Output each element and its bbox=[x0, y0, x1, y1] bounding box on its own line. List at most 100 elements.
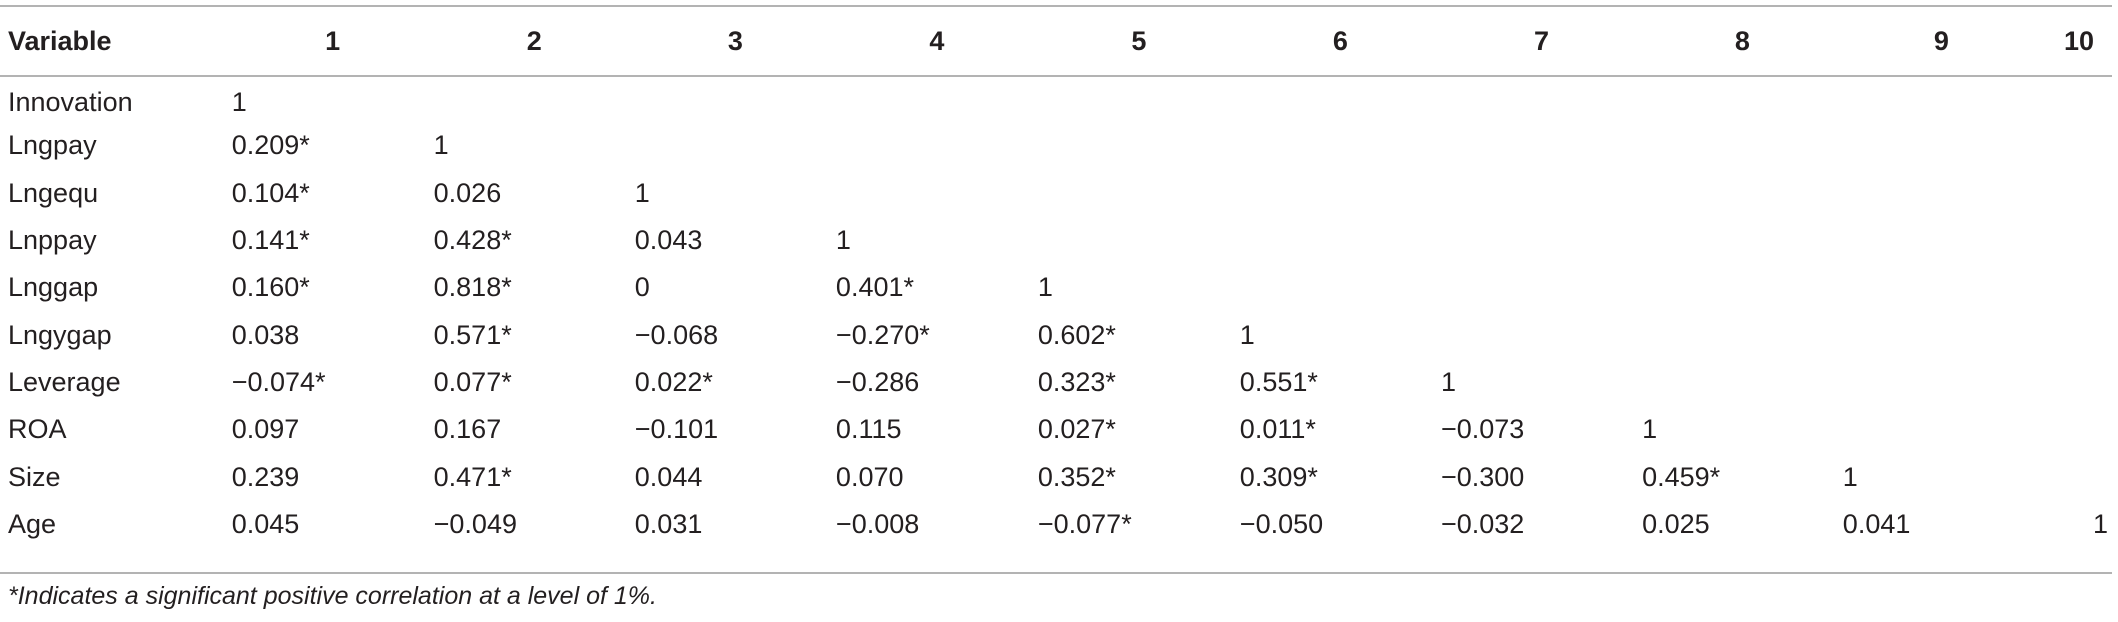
value-cell bbox=[836, 75, 1038, 122]
value-cell: 0.041 bbox=[1842, 508, 1911, 539]
value-cell: 0.022* bbox=[634, 366, 713, 397]
value-cell: −0.077* bbox=[1037, 508, 1132, 539]
value-cell: 0.043 bbox=[634, 225, 703, 256]
value-cell: 0.323* bbox=[1037, 366, 1116, 397]
value-cell: 1 bbox=[1037, 272, 1053, 303]
value-cell bbox=[1441, 75, 1642, 122]
table-row: Lnppay 0.141* 0.428* 0.043 1 bbox=[0, 217, 2118, 264]
value-cell bbox=[836, 170, 1038, 217]
value-cell bbox=[635, 122, 836, 169]
value-cell bbox=[1843, 359, 2040, 406]
value-cell bbox=[1843, 122, 2040, 169]
value-cell: 0.044 bbox=[634, 461, 703, 492]
table-row: ROA 0.097 0.167 −0.101 0.115 0.027* 0.01… bbox=[0, 406, 2118, 453]
variable-cell: ROA bbox=[8, 414, 67, 445]
table-row: Age 0.045 −0.049 0.031 −0.008 −0.077* −0… bbox=[0, 501, 2118, 548]
value-cell: 0.077* bbox=[433, 366, 512, 397]
value-cell: 0.571* bbox=[433, 319, 512, 350]
value-cell bbox=[1843, 311, 2040, 358]
variable-cell: Lnppay bbox=[8, 225, 97, 256]
value-cell: 0.160* bbox=[231, 272, 310, 303]
value-cell: 1 bbox=[1440, 366, 1456, 397]
value-cell bbox=[1441, 311, 1642, 358]
value-cell bbox=[836, 122, 1038, 169]
value-cell: 0.045 bbox=[231, 508, 300, 539]
value-cell: 0.038 bbox=[231, 319, 300, 350]
value-cell bbox=[1843, 170, 2040, 217]
value-cell bbox=[1038, 75, 1240, 122]
value-cell bbox=[1441, 170, 1642, 217]
value-cell: −0.049 bbox=[433, 508, 517, 539]
value-cell: −0.074* bbox=[231, 366, 326, 397]
value-cell bbox=[1642, 75, 1843, 122]
header-cell: 5 bbox=[1131, 25, 1147, 56]
correlation-table: Variable 1 2 3 4 5 6 7 8 9 10 Innovation… bbox=[0, 7, 2118, 548]
variable-cell: Lngequ bbox=[8, 177, 99, 208]
value-cell bbox=[1642, 311, 1843, 358]
table-header-row: Variable 1 2 3 4 5 6 7 8 9 10 bbox=[0, 7, 2118, 75]
value-cell bbox=[1843, 406, 2040, 453]
value-cell: 1 bbox=[2092, 508, 2108, 539]
value-cell bbox=[1441, 217, 1642, 264]
variable-cell: Size bbox=[8, 461, 61, 492]
value-cell: 0.097 bbox=[231, 414, 300, 445]
header-cell: 4 bbox=[929, 25, 945, 56]
value-cell bbox=[1642, 264, 1843, 311]
value-cell bbox=[2040, 406, 2118, 453]
value-cell bbox=[1240, 170, 1441, 217]
value-cell bbox=[1642, 170, 1843, 217]
table-row: Size 0.239 0.471* 0.044 0.070 0.352* 0.3… bbox=[0, 453, 2118, 500]
variable-cell: Innovation bbox=[8, 87, 133, 118]
value-cell bbox=[1240, 122, 1441, 169]
value-cell bbox=[2040, 217, 2118, 264]
table-top-rule bbox=[0, 5, 2112, 7]
value-cell: −0.286 bbox=[835, 366, 920, 397]
table-header-rule bbox=[0, 75, 2112, 77]
value-cell bbox=[1240, 75, 1441, 122]
value-cell: 0.309* bbox=[1239, 461, 1318, 492]
value-cell bbox=[2040, 359, 2118, 406]
value-cell bbox=[1642, 122, 1843, 169]
value-cell: 0.070 bbox=[835, 461, 904, 492]
value-cell: 0.428* bbox=[433, 225, 512, 256]
value-cell: −0.050 bbox=[1239, 508, 1324, 539]
header-cell: 9 bbox=[1933, 25, 1949, 56]
value-cell: 0.471* bbox=[433, 461, 512, 492]
value-cell: 0.239 bbox=[231, 461, 300, 492]
header-cell: 6 bbox=[1332, 25, 1348, 56]
value-cell bbox=[635, 75, 836, 122]
value-cell bbox=[1441, 264, 1642, 311]
value-cell bbox=[2040, 311, 2118, 358]
value-cell: 0.031 bbox=[634, 508, 703, 539]
table-row: Innovation 1 bbox=[0, 75, 2118, 122]
value-cell: 0.459* bbox=[1642, 461, 1721, 492]
header-cell: 7 bbox=[1533, 25, 1550, 56]
value-cell: 1 bbox=[634, 177, 650, 208]
value-cell bbox=[434, 75, 635, 122]
value-cell bbox=[2040, 453, 2118, 500]
value-cell: −0.300 bbox=[1440, 461, 1525, 492]
value-cell: 1 bbox=[231, 87, 247, 118]
table-row: Leverage −0.074* 0.077* 0.022* −0.286 0.… bbox=[0, 359, 2118, 406]
value-cell: −0.270* bbox=[835, 319, 930, 350]
variable-cell: Lngpay bbox=[8, 130, 97, 161]
value-cell: 0.027* bbox=[1037, 414, 1116, 445]
variable-cell: Lngygap bbox=[8, 319, 112, 350]
header-cell: 8 bbox=[1734, 25, 1750, 56]
value-cell bbox=[1038, 217, 1240, 264]
value-cell: 1 bbox=[1642, 414, 1658, 445]
value-cell: 0.141* bbox=[231, 225, 310, 256]
value-cell bbox=[1642, 359, 1843, 406]
header-cell: 10 bbox=[2063, 25, 2094, 56]
variable-cell: Leverage bbox=[8, 366, 121, 397]
value-cell: 0.551* bbox=[1239, 366, 1318, 397]
table-footnote: *Indicates a significant positive correl… bbox=[8, 582, 657, 610]
value-cell: −0.008 bbox=[835, 508, 920, 539]
table-row: Lngequ 0.104* 0.026 1 bbox=[0, 170, 2118, 217]
value-cell bbox=[1843, 264, 2040, 311]
header-cell: 2 bbox=[526, 25, 542, 56]
value-cell: 0.602* bbox=[1037, 319, 1116, 350]
table-row: Lngpay 0.209* 1 bbox=[0, 122, 2118, 169]
value-cell: 0.025 bbox=[1642, 508, 1710, 539]
value-cell bbox=[1843, 75, 2040, 122]
